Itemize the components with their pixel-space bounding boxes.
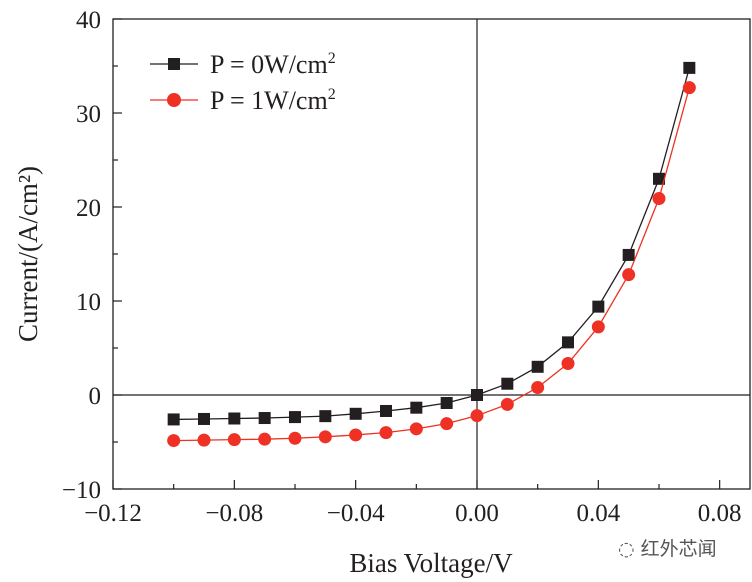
data-point — [531, 380, 545, 394]
data-point — [197, 433, 211, 447]
series-1 — [167, 81, 696, 448]
data-point — [409, 422, 423, 436]
data-point — [470, 409, 484, 423]
data-point — [653, 172, 665, 185]
y-tick-label: 10 — [76, 289, 101, 316]
data-point — [167, 434, 181, 448]
series-line-0 — [173, 67, 690, 421]
data-point — [562, 336, 574, 349]
x-axis-label: Bias Voltage/V — [349, 548, 513, 578]
data-point — [227, 433, 241, 447]
x-tick-label: −0.04 — [327, 500, 385, 527]
data-point — [167, 413, 180, 426]
x-tick-label: −0.08 — [205, 500, 263, 527]
data-point — [440, 417, 454, 431]
data-point — [198, 412, 210, 425]
y-tick-label: 0 — [89, 383, 102, 410]
legend-marker-0 — [168, 58, 180, 70]
data-point — [228, 412, 241, 425]
watermark: ◌ 红外芯闻 — [618, 534, 717, 561]
data-point — [471, 389, 483, 401]
data-point — [501, 377, 514, 390]
data-point — [561, 357, 575, 371]
y-tick-label: 20 — [76, 195, 101, 222]
x-tick-label: 0.08 — [698, 500, 742, 527]
data-point — [500, 397, 514, 411]
data-point — [592, 300, 605, 313]
legend: P = 0W/cm2 P = 1W/cm2 — [150, 50, 336, 115]
wechat-icon: ◌ — [618, 538, 641, 560]
legend-label-1: P = 1W/cm2 — [210, 86, 336, 115]
data-point — [410, 401, 423, 414]
data-point — [349, 428, 363, 442]
data-point — [682, 81, 696, 95]
data-point — [349, 407, 362, 420]
watermark-text: 红外芯闻 — [640, 538, 717, 560]
data-point — [380, 404, 392, 417]
data-point — [683, 61, 696, 74]
data-point — [379, 426, 393, 440]
x-tick-label: 0.04 — [576, 500, 620, 527]
legend-label-0: P = 0W/cm2 — [210, 50, 336, 79]
data-point — [289, 411, 301, 424]
data-point — [440, 396, 453, 409]
data-point — [622, 268, 636, 282]
data-point — [288, 431, 302, 445]
data-point — [531, 360, 544, 373]
y-axis-label: Current/(A/cm²) — [13, 166, 43, 342]
data-point — [258, 412, 271, 425]
data-point — [258, 432, 272, 446]
y-tick-label: 30 — [76, 101, 101, 128]
series-line-1 — [173, 87, 690, 442]
data-point — [591, 320, 605, 334]
legend-marker-1 — [167, 93, 181, 107]
x-tick-label: −0.12 — [84, 500, 142, 527]
y-tick-label: −10 — [62, 477, 101, 504]
series-0 — [167, 61, 696, 426]
y-tick-label: 40 — [76, 7, 101, 34]
data-point — [652, 192, 666, 206]
x-tick-label: 0.00 — [455, 500, 499, 527]
data-point — [318, 430, 332, 444]
data-point — [622, 248, 635, 261]
data-point — [319, 410, 332, 423]
